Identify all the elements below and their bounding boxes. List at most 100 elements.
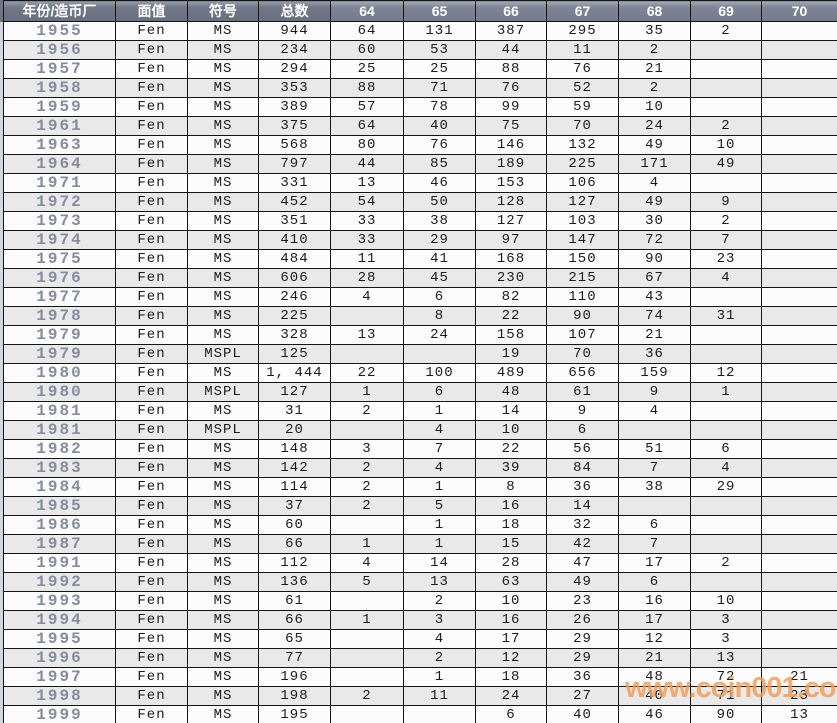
value-cell	[761, 477, 837, 497]
value-cell	[761, 648, 837, 668]
value-cell	[690, 515, 762, 535]
value-cell: 44	[475, 40, 547, 60]
value-cell: 7	[690, 230, 762, 250]
value-cell: 6	[546, 420, 619, 440]
value-cell: 2	[330, 401, 404, 421]
table-row: 1996 Fen MS 77 2 12 29 21 13	[3, 648, 837, 668]
value-cell: 38	[618, 477, 691, 497]
value-cell: 944	[258, 21, 331, 41]
value-cell	[761, 610, 837, 630]
value-cell: 127	[475, 211, 547, 231]
value-cell: 23	[546, 591, 619, 611]
value-cell: 2	[330, 477, 404, 497]
left-edge-header-strip	[0, 0, 3, 22]
column-header-grade-65: 65	[403, 0, 476, 22]
value-cell: 21	[618, 648, 691, 668]
value-cell: MS	[187, 591, 259, 611]
value-cell: 22	[475, 306, 547, 326]
value-cell	[761, 629, 837, 649]
value-cell: 225	[258, 306, 331, 326]
value-cell: 1	[330, 534, 404, 554]
table-row: 1979 Fen MSPL 125 19 70 36	[3, 344, 837, 364]
value-cell	[761, 458, 837, 478]
value-cell: Fen	[115, 477, 188, 497]
value-cell: Fen	[115, 629, 188, 649]
value-cell: 29	[690, 477, 762, 497]
value-cell: 66	[258, 610, 331, 630]
value-cell: 47	[546, 553, 619, 573]
value-cell: 7	[618, 534, 691, 554]
year-cell: 1996	[3, 648, 116, 668]
value-cell: 28	[330, 268, 404, 288]
value-cell: MS	[187, 249, 259, 269]
value-cell: Fen	[115, 325, 188, 345]
value-cell: 20	[258, 420, 331, 440]
table-row: 1994 Fen MS 66 1 3 16 26 17 3	[3, 610, 837, 630]
value-cell: 49	[690, 154, 762, 174]
value-cell: 72	[618, 230, 691, 250]
value-cell: 103	[546, 211, 619, 231]
value-cell: 40	[546, 705, 619, 723]
value-cell	[330, 629, 404, 649]
year-cell: 1976	[3, 268, 116, 288]
value-cell: MS	[187, 230, 259, 250]
value-cell: Fen	[115, 116, 188, 136]
value-cell: 1	[330, 610, 404, 630]
column-header-grade-67: 67	[546, 0, 619, 22]
value-cell: 4	[403, 420, 476, 440]
value-cell: MS	[187, 268, 259, 288]
value-cell: 84	[546, 458, 619, 478]
year-cell: 1995	[3, 629, 116, 649]
value-cell: 375	[258, 116, 331, 136]
value-cell: MS	[187, 534, 259, 554]
value-cell: 72	[690, 667, 762, 687]
table-row: 1981 Fen MSPL 20 4 10 6	[3, 420, 837, 440]
value-cell: Fen	[115, 534, 188, 554]
table-row: 1998 Fen MS 198 2 11 24 27 40 71 23	[3, 686, 837, 706]
table-row: 1956 Fen MS 234 60 53 44 11 2	[3, 40, 837, 60]
value-cell: 3	[403, 610, 476, 630]
value-cell: 46	[403, 173, 476, 193]
table-row: 1986 Fen MS 60 1 18 32 6	[3, 515, 837, 535]
column-header-grade-66: 66	[475, 0, 547, 22]
value-cell: 195	[258, 705, 331, 723]
value-cell	[330, 344, 404, 364]
value-cell: 57	[330, 97, 404, 117]
value-cell: MS	[187, 572, 259, 592]
value-cell: 2	[403, 648, 476, 668]
value-cell	[761, 553, 837, 573]
column-header-grade-64: 64	[330, 0, 404, 22]
value-cell: 6	[618, 572, 691, 592]
value-cell: Fen	[115, 287, 188, 307]
value-cell: 13	[330, 325, 404, 345]
value-cell	[330, 306, 404, 326]
value-cell: 78	[403, 97, 476, 117]
table-row: 1959 Fen MS 389 57 78 99 59 10	[3, 97, 837, 117]
value-cell: 46	[618, 705, 691, 723]
value-cell: 127	[546, 192, 619, 212]
value-cell: Fen	[115, 173, 188, 193]
value-cell: 3	[690, 610, 762, 630]
value-cell: 64	[330, 21, 404, 41]
value-cell: 1	[403, 667, 476, 687]
value-cell: 484	[258, 249, 331, 269]
value-cell: Fen	[115, 496, 188, 516]
value-cell: MS	[187, 97, 259, 117]
value-cell: Fen	[115, 249, 188, 269]
value-cell: Fen	[115, 667, 188, 687]
value-cell: 27	[546, 686, 619, 706]
value-cell: 606	[258, 268, 331, 288]
value-cell	[618, 420, 691, 440]
value-cell: 48	[475, 382, 547, 402]
year-cell: 1963	[3, 135, 116, 155]
value-cell: 410	[258, 230, 331, 250]
value-cell: 656	[546, 363, 619, 383]
column-header-year-mint: 年份/造币厂	[3, 0, 116, 22]
value-cell: MS	[187, 515, 259, 535]
value-cell: 43	[618, 287, 691, 307]
value-cell	[761, 249, 837, 269]
value-cell: Fen	[115, 363, 188, 383]
value-cell: 4	[330, 553, 404, 573]
value-cell: 40	[618, 686, 691, 706]
year-cell: 1978	[3, 306, 116, 326]
